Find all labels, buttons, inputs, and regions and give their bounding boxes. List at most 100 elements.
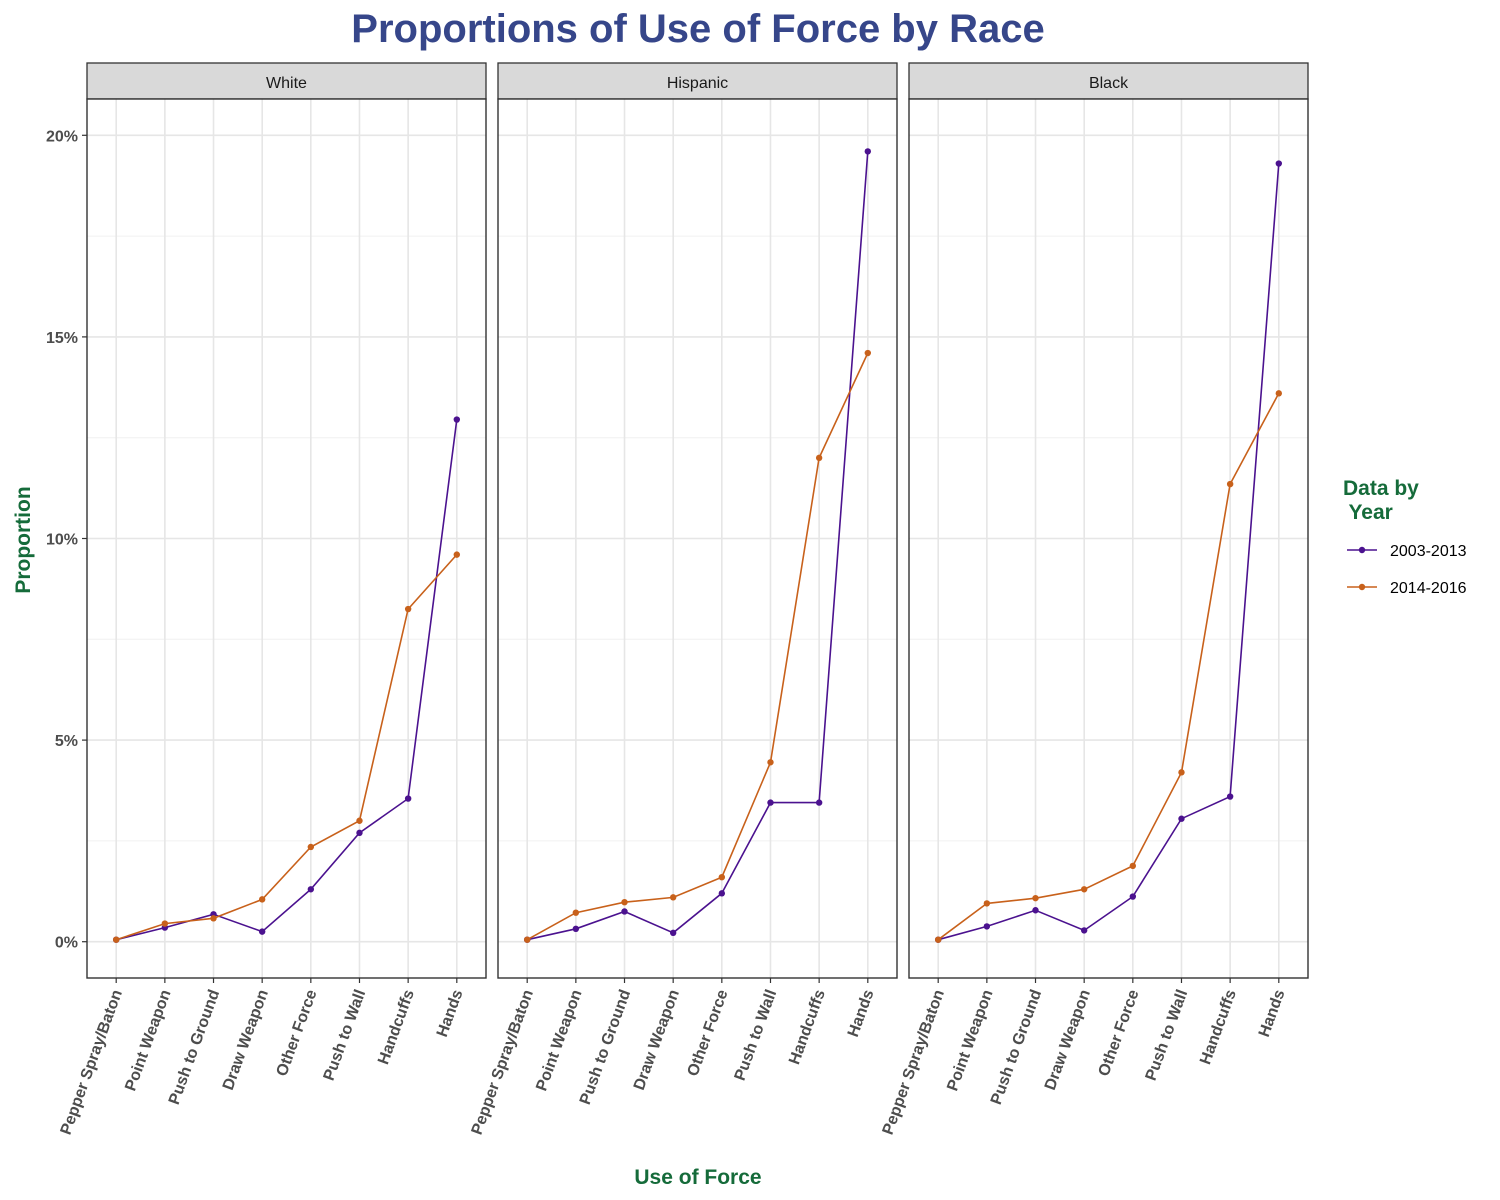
x-tick-label: Push to Ground	[166, 988, 223, 1107]
panel-border	[497, 98, 898, 979]
data-point	[718, 873, 726, 881]
y-tick-label: 15%	[46, 330, 78, 347]
facet-strip-label: White	[266, 75, 307, 92]
x-tick-label: Push to Wall	[321, 988, 370, 1083]
legend-title-line-2: Year	[1343, 501, 1393, 524]
data-point	[258, 928, 266, 935]
data-point	[1129, 862, 1137, 870]
data-point	[307, 843, 315, 851]
x-tick-label: Pepper Spray/Baton	[58, 988, 126, 1138]
y-tick-label: 5%	[55, 733, 78, 750]
data-point	[815, 799, 823, 806]
y-tick-label: 20%	[46, 128, 78, 145]
x-tick-label: Push to Ground	[988, 988, 1045, 1107]
data-point	[1032, 907, 1039, 914]
chart-title: Proportions of Use of Force by Race	[351, 7, 1044, 51]
data-point	[718, 890, 726, 897]
x-tick-label: Draw Weapon	[1042, 988, 1094, 1093]
y-tick-label: 0%	[55, 935, 78, 952]
data-point	[1226, 793, 1234, 800]
legend: Data by Year 2003-2013 2014-2016	[1343, 477, 1467, 597]
data-point	[404, 605, 412, 613]
data-point	[523, 936, 531, 943]
legend-items: 2003-2013 2014-2016	[1347, 543, 1467, 597]
x-tick-label: Handcuffs	[786, 987, 829, 1066]
data-point	[767, 799, 774, 806]
data-point	[864, 148, 872, 155]
series-line	[527, 151, 869, 941]
data-point	[1178, 769, 1185, 776]
data-point	[815, 454, 823, 462]
x-tick-label: Draw Weapon	[631, 988, 683, 1093]
x-tick-label: Point Weapon	[533, 988, 585, 1094]
data-point	[1032, 894, 1039, 902]
series-line	[116, 419, 458, 941]
x-tick-label: Hands	[845, 987, 878, 1039]
data-point	[112, 936, 120, 943]
data-point	[356, 829, 363, 837]
x-tick-label: Handcuffs	[1197, 987, 1240, 1066]
x-tick-label: Point Weapon	[122, 988, 174, 1094]
data-point	[669, 894, 677, 901]
data-point	[258, 896, 266, 903]
x-tick-label: Pepper Spray/Baton	[469, 988, 537, 1138]
data-point	[983, 900, 991, 907]
data-point	[983, 923, 991, 930]
data-point	[767, 759, 774, 766]
data-point	[572, 925, 580, 933]
series-line	[526, 352, 869, 941]
data-point	[210, 915, 217, 922]
series-line	[115, 554, 458, 941]
data-point	[1080, 886, 1088, 893]
panel-border	[908, 98, 1309, 979]
x-tick-label: Other Force	[685, 987, 732, 1078]
facet-strip	[908, 62, 1309, 100]
series-line	[937, 163, 1280, 941]
legend-key-point	[1358, 546, 1366, 554]
x-tick-label: Pepper Spray/Baton	[880, 988, 948, 1138]
x-tick-label: Push to Wall	[1143, 988, 1192, 1083]
legend-label: 2003-2013	[1390, 543, 1467, 560]
x-tick-label: Draw Weapon	[220, 988, 272, 1093]
data-point	[1129, 893, 1137, 900]
x-tick-label: Hands	[1256, 987, 1289, 1039]
data-point	[934, 936, 942, 943]
data-point	[453, 416, 461, 423]
x-tick-label: Point Weapon	[944, 988, 996, 1094]
legend-title-line-1: Data by	[1343, 477, 1419, 500]
data-point	[1178, 815, 1185, 822]
x-tick-label: Hands	[434, 987, 467, 1039]
x-tick-label: Handcuffs	[375, 987, 418, 1066]
data-point	[356, 817, 363, 824]
x-tick-label: Push to Ground	[577, 988, 634, 1107]
data-point	[621, 908, 628, 915]
x-axis-title: Use of Force	[634, 1166, 761, 1189]
data-point	[453, 551, 461, 558]
data-point	[1275, 160, 1283, 167]
data-point	[1080, 927, 1088, 934]
data-point	[161, 920, 169, 927]
y-axis: 0% 5% 10% 15% 20%	[46, 128, 87, 952]
x-tick-label: Other Force	[274, 987, 321, 1078]
y-axis-title: Proportion	[12, 486, 35, 593]
data-point	[404, 795, 412, 802]
facet-strip-label: Hispanic	[667, 75, 728, 92]
facet-strip-label: Black	[1089, 75, 1129, 92]
data-point	[307, 886, 315, 893]
facet-strip	[86, 62, 487, 100]
x-tick-label: Push to Wall	[732, 988, 781, 1083]
legend-label: 2014-2016	[1390, 580, 1467, 597]
data-point	[621, 898, 628, 906]
data-point	[1275, 390, 1283, 397]
x-tick-label: Other Force	[1096, 987, 1143, 1078]
y-tick-label: 10%	[46, 532, 78, 549]
data-point	[864, 349, 872, 357]
series-line	[937, 392, 1280, 941]
data-point	[669, 929, 677, 937]
